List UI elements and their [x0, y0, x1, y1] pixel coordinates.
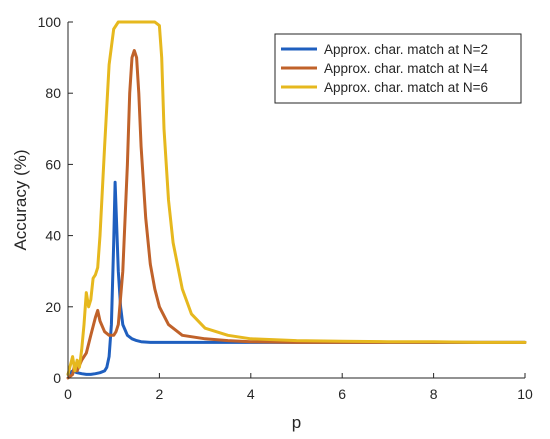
- x-axis-title: p: [292, 413, 301, 432]
- axes-layer: [67, 22, 525, 379]
- y-tick-label: 100: [38, 14, 62, 30]
- x-tick-label: 4: [247, 386, 255, 402]
- x-tick-label: 2: [156, 386, 164, 402]
- series-line-1: [66, 180, 527, 376]
- legend-entry-label: Approx. char. match at N=4: [324, 61, 488, 76]
- series-line-2: [66, 49, 527, 380]
- legend-entry-label: Approx. char. match at N=6: [324, 80, 488, 95]
- legend: Approx. char. match at N=2 Approx. char. …: [274, 33, 522, 104]
- y-axis-title: Accuracy (%): [11, 149, 30, 250]
- series-line-3: [66, 20, 527, 376]
- y-tick-label: 40: [45, 228, 61, 244]
- y-tick-label: 0: [53, 370, 61, 386]
- series-layer: [66, 20, 527, 380]
- y-tick-label: 80: [45, 85, 61, 101]
- y-tick-label: 60: [45, 156, 61, 172]
- y-tick-label: 20: [45, 299, 61, 315]
- x-tick-label: 8: [430, 386, 438, 402]
- legend-entry-label: Approx. char. match at N=2: [324, 42, 488, 57]
- x-tick-label: 10: [517, 386, 533, 402]
- x-tick-label: 0: [64, 386, 72, 402]
- x-tick-label: 6: [338, 386, 346, 402]
